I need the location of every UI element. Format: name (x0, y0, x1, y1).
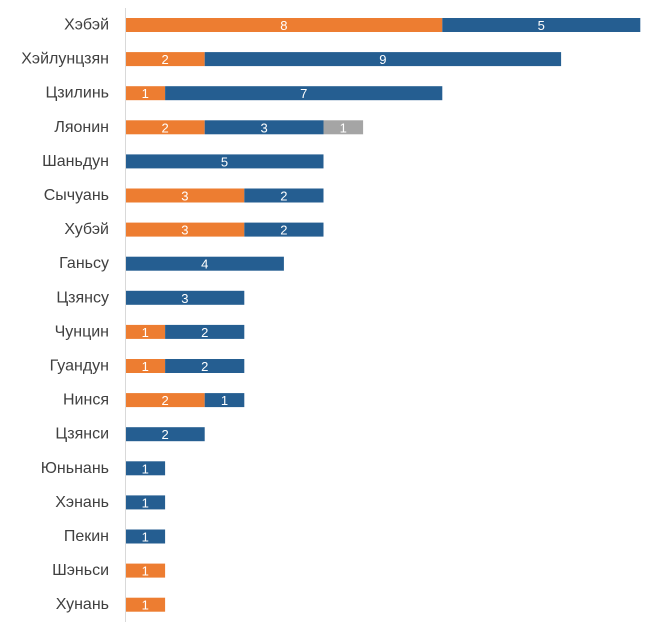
category-label: Чунцин (55, 323, 109, 340)
bar-segment (125, 324, 166, 339)
bar-value-label: 2 (161, 120, 168, 135)
bar-segment (165, 359, 245, 373)
bar-segment (125, 120, 205, 135)
bars-layer: 8 5 2 9 1 7 2 3 1 5 3 2 3 2 4 3 1 2 1 2 2 1 2 1 1 1 1 1 (125, 18, 641, 613)
bar-value-label: 2 (161, 427, 168, 442)
bar-segment (125, 529, 166, 544)
bar-value-label: 9 (379, 52, 386, 67)
bar-value-label: 5 (538, 18, 545, 33)
bar-value-label: 2 (161, 52, 168, 67)
category-label: Юньнань (41, 460, 109, 477)
category-label: Сычуань (44, 187, 109, 204)
bar-value-label: 2 (280, 189, 287, 204)
bar-segment (125, 52, 205, 67)
bar-segment (165, 86, 443, 101)
category-label: Цзилинь (45, 85, 109, 102)
bar-segment (125, 154, 324, 169)
bar-value-label: 1 (142, 359, 149, 374)
bar-segment (244, 222, 324, 237)
bar-value-label: 2 (201, 359, 208, 374)
bar-segment (125, 393, 205, 408)
bar-value-label: 3 (260, 120, 267, 135)
category-label: Шаньдун (42, 153, 109, 170)
bar-value-label: 8 (280, 18, 287, 33)
category-label: Ляонин (54, 119, 109, 136)
category-label: Нинся (63, 392, 109, 409)
bar-segment (125, 597, 166, 612)
bar-value-label: 2 (201, 325, 208, 340)
bar-segment (204, 52, 562, 67)
bar-segment (125, 563, 166, 578)
bar-value-label: 2 (161, 393, 168, 408)
bar-segment (125, 222, 245, 237)
category-label: Хэбэй (64, 17, 109, 34)
bar-value-label: 4 (201, 257, 208, 272)
bar-value-label: 5 (221, 154, 228, 169)
bar-segment (125, 461, 166, 476)
category-label: Цзянси (55, 426, 109, 443)
bar-value-label: 1 (142, 325, 149, 340)
bar-value-label: 1 (142, 598, 149, 613)
category-label: Хэйлунцзян (21, 51, 109, 68)
bar-segment (165, 324, 245, 339)
category-label: Пекин (64, 528, 109, 545)
bar-segment (125, 256, 284, 271)
bar-segment (442, 18, 641, 32)
category-label: Гуандун (50, 358, 109, 375)
bar-value-label: 1 (340, 120, 347, 135)
bar-segment (125, 359, 166, 373)
bar-value-label: 3 (181, 291, 188, 306)
bar-value-label: 2 (280, 223, 287, 238)
category-label: Хунань (56, 596, 109, 613)
bar-segment (125, 18, 443, 32)
bar-value-label: 1 (142, 564, 149, 579)
bar-value-label: 3 (181, 223, 188, 238)
category-label: Цзянсу (56, 289, 109, 306)
category-label: Хэнань (55, 494, 109, 511)
bar-segment (323, 120, 364, 135)
bar-segment (204, 393, 245, 408)
category-label: Ганьсу (59, 255, 109, 272)
category-label: Хубэй (64, 221, 109, 238)
bar-segment (125, 427, 205, 442)
bar-segment (125, 86, 166, 101)
bar-value-label: 1 (221, 393, 228, 408)
bar-segment (125, 495, 166, 510)
bar-value-label: 3 (181, 189, 188, 204)
bar-value-label: 7 (300, 86, 307, 101)
bar-segment (204, 120, 324, 135)
bar-value-label: 1 (142, 530, 149, 545)
category-labels-layer: Хэбэй Хэйлунцзян Цзилинь Ляонин Шаньдун Сычуа… (21, 17, 109, 614)
category-label: Шэньси (52, 562, 109, 579)
bar-value-label: 1 (142, 86, 149, 101)
bar-value-label: 1 (142, 495, 149, 510)
bar-segment (125, 188, 245, 203)
bar-segment (125, 290, 245, 305)
bar-segment (244, 188, 324, 203)
bar-value-label: 1 (142, 461, 149, 476)
